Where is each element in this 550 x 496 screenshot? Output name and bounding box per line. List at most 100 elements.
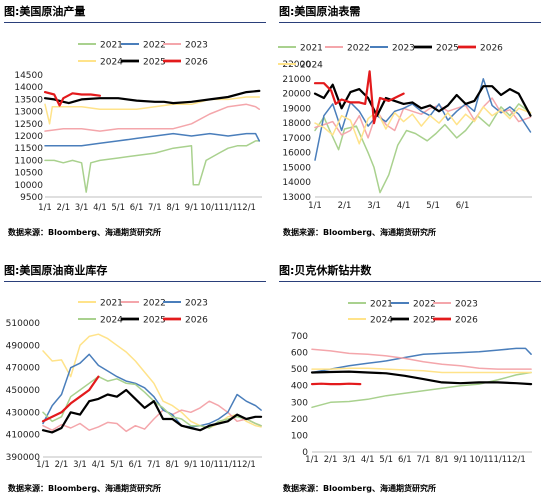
x-tick-label: 12/1 [237,460,256,470]
chart-title: 图:美国原油商业库存 [4,264,108,277]
x-tick-label: 10/1 [200,460,219,470]
x-tick-label: 9/1 [454,455,468,465]
series-line-2023 [42,353,262,428]
legend-label: 2024 [300,61,323,71]
legend-label: 2023 [455,300,478,310]
legend-label: 2022 [413,300,436,310]
x-tick-label: 2/1 [324,455,338,465]
series-line-2021 [42,333,262,429]
x-tick-label: 3/1 [73,460,87,470]
y-tick-label: 0 [302,448,308,458]
x-tick-label: 5/1 [111,203,125,213]
x-tick-label: 3/1 [75,203,89,213]
x-tick-label: 1/1 [36,460,50,470]
x-tick-label: 9/1 [184,460,198,470]
x-tick-label: 8/1 [166,203,180,213]
x-tick-label: 9/1 [185,203,199,213]
x-tick-label: 7/1 [417,455,431,465]
x-tick-label: 6/1 [456,201,470,211]
y-tick-label: 18000 [282,119,311,129]
legend-label: 2026 [185,316,208,326]
y-tick-label: 16000 [282,149,311,159]
title-underline [4,22,266,23]
x-tick-label: 5/1 [426,201,440,211]
x-tick-label: 8/1 [166,460,180,470]
y-tick-label: 10500 [14,169,43,179]
x-tick-label: 4/1 [93,203,107,213]
y-tick-label: 400 [291,382,308,392]
series-line-2025 [310,370,533,386]
legend-label: 2022 [143,299,166,309]
y-tick-label: 490000 [6,341,41,351]
series-line-2024 [44,96,261,125]
y-tick-label: 9500 [20,193,43,203]
y-tick-label: 600 [291,349,308,359]
y-tick-label: 22000 [282,60,311,70]
x-tick-label: 6/1 [129,460,143,470]
y-tick-label: 13000 [14,108,43,118]
chart-title: 图:美国原油产量 [4,5,86,18]
series-line-2026 [41,375,100,423]
x-tick-label: 7/1 [147,460,161,470]
x-tick-label: 11/1 [218,460,237,470]
series-line-2024 [311,367,532,374]
x-tick-label: 10/1 [470,455,489,465]
y-tick-label: 12500 [14,120,43,130]
series-line-2023 [44,103,261,132]
legend-label: 2023 [185,299,208,309]
y-tick-label: 13000 [282,193,311,203]
x-tick-label: 4/1 [397,201,411,211]
y-tick-label: 10000 [14,181,43,191]
series-line-2025 [313,83,532,117]
legend-label: 2024 [100,58,123,68]
x-tick-label: 6/1 [130,203,144,213]
legend-label: 2024 [370,316,393,326]
y-tick-label: 14500 [14,71,43,81]
x-tick-label: 2/1 [56,203,70,213]
series-line-2021 [314,103,532,194]
x-tick-label: 5/1 [110,460,124,470]
legend-label: 2021 [100,299,123,309]
y-tick-label: 500 [291,365,308,375]
series-line-2026 [313,70,405,125]
legend-label: 2026 [185,58,208,68]
x-tick-label: 8/1 [435,455,449,465]
y-tick-label: 15000 [282,163,311,173]
x-tick-label: 7/1 [148,203,162,213]
legend-label: 2026 [455,316,478,326]
x-tick-label: 2/1 [55,460,69,470]
x-tick-label: 4/1 [92,460,106,470]
x-tick-label: 11/1 [219,203,238,213]
x-tick-label: 1/1 [38,203,52,213]
y-tick-label: 200 [291,415,308,425]
y-tick-label: 430000 [6,408,41,418]
y-tick-label: 510000 [6,319,41,329]
legend-label: 2025 [143,58,166,68]
y-tick-label: 17000 [282,134,311,144]
y-tick-label: 410000 [6,431,41,441]
y-tick-label: 12000 [14,132,43,142]
y-tick-label: 11500 [14,144,43,154]
x-tick-label: 12/1 [237,203,256,213]
legend-label: 2025 [413,316,436,326]
legend-label: 2026 [480,44,503,54]
x-tick-label: 5/1 [379,455,393,465]
x-tick-label: 2/1 [338,201,352,211]
x-tick-label: 1/1 [305,455,319,465]
legend-label: 2023 [392,44,415,54]
x-tick-label: 10/1 [200,203,219,213]
legend-label: 2021 [370,300,393,310]
legend-label: 2025 [143,316,166,326]
legend-label: 2024 [100,316,123,326]
x-tick-label: 11/1 [488,455,507,465]
source-note: 数据来源：Bloomberg、海通期货研究所 [283,484,436,493]
y-tick-label: 300 [291,398,308,408]
title-underline [4,281,266,282]
y-tick-label: 14000 [14,83,43,93]
legend-label: 2025 [436,44,459,54]
series-line-2023 [311,348,532,370]
y-tick-label: 21000 [282,75,311,85]
x-tick-label: 3/1 [367,201,381,211]
